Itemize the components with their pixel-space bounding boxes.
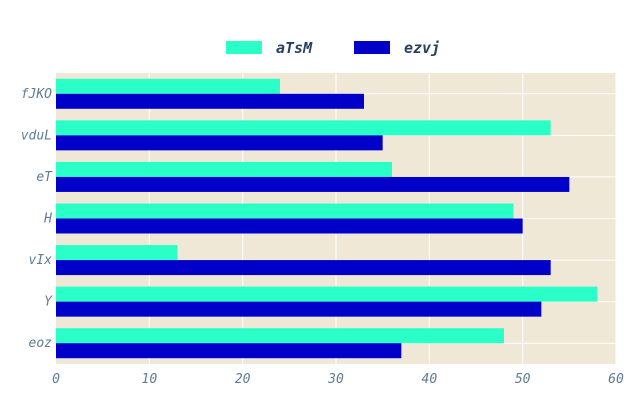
bar-atsm-fjko[interactable] <box>56 78 280 94</box>
y-category-label: Y <box>44 295 53 310</box>
bar-ezvj-et[interactable] <box>56 176 570 192</box>
y-category-label: eT <box>36 170 53 185</box>
legend[interactable]: aTsM ezvj <box>226 39 440 57</box>
legend-swatch-ezvj[interactable] <box>354 41 390 54</box>
bar-ezvj-vix[interactable] <box>56 260 551 276</box>
bar-atsm-y[interactable] <box>56 286 598 302</box>
x-tick-label: 50 <box>515 372 531 387</box>
bar-ezvj-fjko[interactable] <box>56 93 364 109</box>
bar-ezvj-y[interactable] <box>56 301 542 317</box>
x-tick-label: 10 <box>142 372 158 387</box>
bar-ezvj-eoz[interactable] <box>56 343 402 359</box>
bar-ezvj-h[interactable] <box>56 218 523 234</box>
legend-label-ezvj[interactable]: ezvj <box>404 39 440 57</box>
legend-label-atsm[interactable]: aTsM <box>276 39 313 57</box>
y-category-label: vIx <box>29 253 53 268</box>
x-tick-label: 0 <box>52 372 60 387</box>
bars-group <box>56 78 598 359</box>
bar-atsm-eoz[interactable] <box>56 328 504 344</box>
y-category-label: vduL <box>21 128 52 143</box>
bar-atsm-h[interactable] <box>56 203 514 219</box>
x-tick-label: 30 <box>327 372 344 387</box>
y-category-label: eoz <box>29 336 53 351</box>
x-tick-label: 40 <box>422 372 438 387</box>
y-category-label: fJKO <box>21 87 52 102</box>
legend-swatch-atsm[interactable] <box>226 41 262 54</box>
x-tick-label: 20 <box>235 372 251 387</box>
x-tick-label: 60 <box>608 372 624 387</box>
x-axis-ticks: 0 10 20 30 40 50 60 <box>52 372 624 387</box>
bar-ezvj-vdul[interactable] <box>56 135 383 151</box>
y-category-label: H <box>43 212 52 227</box>
bar-atsm-vix[interactable] <box>56 245 178 261</box>
bar-atsm-vdul[interactable] <box>56 120 551 136</box>
bar-atsm-et[interactable] <box>56 161 392 177</box>
